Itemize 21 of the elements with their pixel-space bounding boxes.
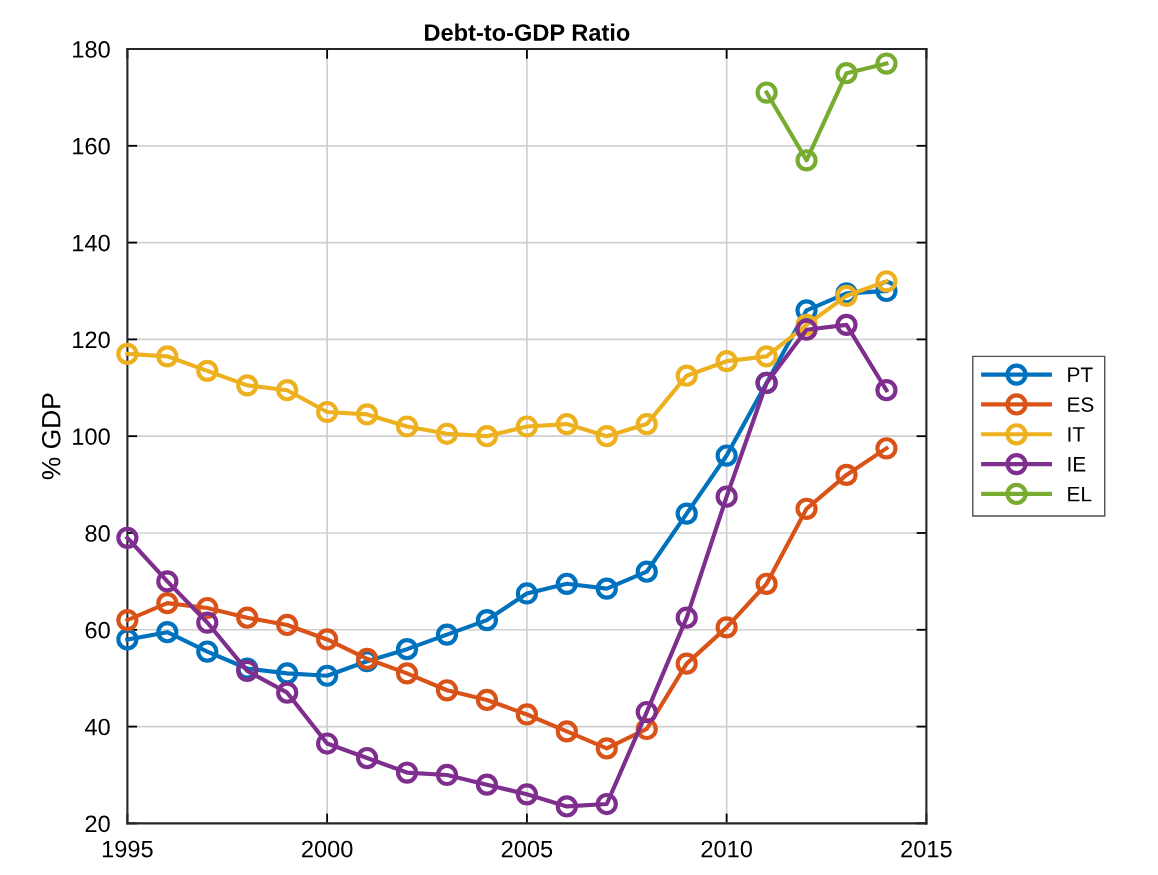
legend-label: PT	[1068, 367, 1093, 382]
y-tick-label: 100	[73, 428, 110, 445]
y-tick-label: 160	[73, 137, 110, 155]
y-tick-label: 180	[73, 41, 110, 58]
x-tick-label: 2010	[701, 840, 752, 858]
x-tick-label: 2000	[302, 840, 353, 858]
x-tick-label: 1995	[102, 840, 153, 858]
legend-label: IT	[1068, 427, 1085, 442]
legend-label: EL	[1068, 486, 1092, 502]
y-tick-label: 120	[73, 331, 110, 349]
y-tick-label: 140	[73, 234, 110, 252]
y-tick-label: 60	[85, 621, 110, 639]
y-tick-label: 80	[85, 525, 110, 542]
y-axis-title: % GDP	[41, 393, 61, 480]
legend-label: IE	[1068, 457, 1086, 472]
chart-title: Debt-to-GDP Ratio	[425, 23, 630, 41]
legend-label: ES	[1068, 397, 1094, 412]
x-tick-label: 2015	[901, 840, 952, 858]
y-tick-label: 20	[85, 815, 110, 833]
x-tick-label: 2005	[501, 840, 553, 858]
y-tick-label: 40	[85, 718, 110, 736]
